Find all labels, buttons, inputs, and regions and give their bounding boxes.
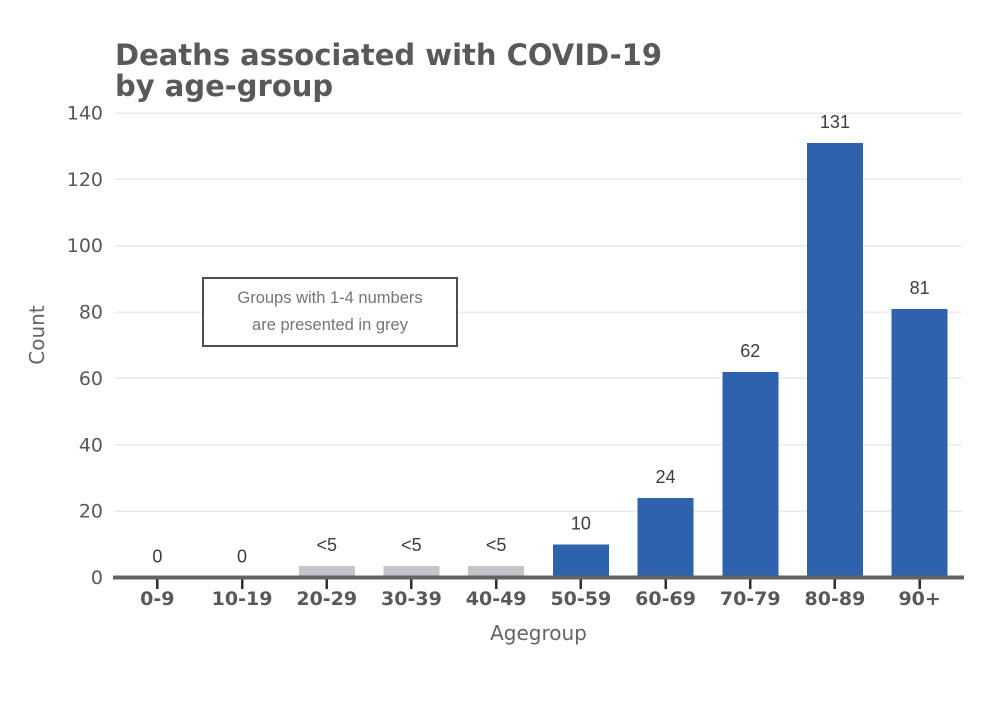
bar-value-label: 10 <box>571 513 591 533</box>
bar-value-label: <5 <box>401 535 422 555</box>
bar-value-label: 24 <box>656 467 676 487</box>
x-tick-label: 20-29 <box>296 588 357 610</box>
x-tick-label: 50-59 <box>550 588 611 610</box>
bar-value-label: <5 <box>486 535 507 555</box>
y-axis-title: Count <box>25 305 49 365</box>
x-tick-label: 30-39 <box>381 588 442 610</box>
x-axis-title: Agegroup <box>490 621 587 645</box>
bar-value-label: 62 <box>740 341 760 361</box>
y-tick-label: 80 <box>79 302 103 324</box>
annotation-box: Groups with 1-4 numbers are presented in… <box>202 277 458 347</box>
annotation-line-1: Groups with 1-4 numbers <box>237 289 423 307</box>
bar-20-29 <box>298 565 355 578</box>
x-tick-label: 80-89 <box>805 588 866 610</box>
y-tick-label: 60 <box>79 368 103 390</box>
y-tick-label: 140 <box>67 103 103 125</box>
bar-80-89 <box>806 142 863 578</box>
annotation-line-2: are presented in grey <box>252 316 408 334</box>
chart-title-line-1: Deaths associated with COVID-19 <box>115 38 663 72</box>
bar-40-49 <box>468 565 525 578</box>
x-tick-label: 40-49 <box>466 588 527 610</box>
bar-90+ <box>891 308 948 578</box>
bar-50-59 <box>552 544 609 578</box>
y-tick-label: 0 <box>91 567 103 589</box>
y-tick-label: 20 <box>79 501 103 523</box>
y-tick-label: 100 <box>67 235 103 257</box>
x-tick-label: 90+ <box>898 588 940 610</box>
chart-title: Deaths associated with COVID-19 by age-g… <box>115 40 662 102</box>
bar-value-label: 131 <box>820 112 850 132</box>
y-tick-label: 40 <box>79 434 103 456</box>
x-tick-label: 0-9 <box>140 588 174 610</box>
bar-value-label: 0 <box>237 547 247 567</box>
bar-value-label: 81 <box>910 278 930 298</box>
bar-value-label: <5 <box>316 535 337 555</box>
bar-value-label: 0 <box>152 547 162 567</box>
chart-title-line-2: by age-group <box>115 69 334 103</box>
y-tick-label: 120 <box>67 169 103 191</box>
x-tick-label: 70-79 <box>720 588 781 610</box>
x-tick-label: 10-19 <box>212 588 273 610</box>
x-tick-label: 60-69 <box>635 588 696 610</box>
bar-70-79 <box>722 371 779 578</box>
bar-30-39 <box>383 565 440 578</box>
bar-60-69 <box>637 497 694 578</box>
